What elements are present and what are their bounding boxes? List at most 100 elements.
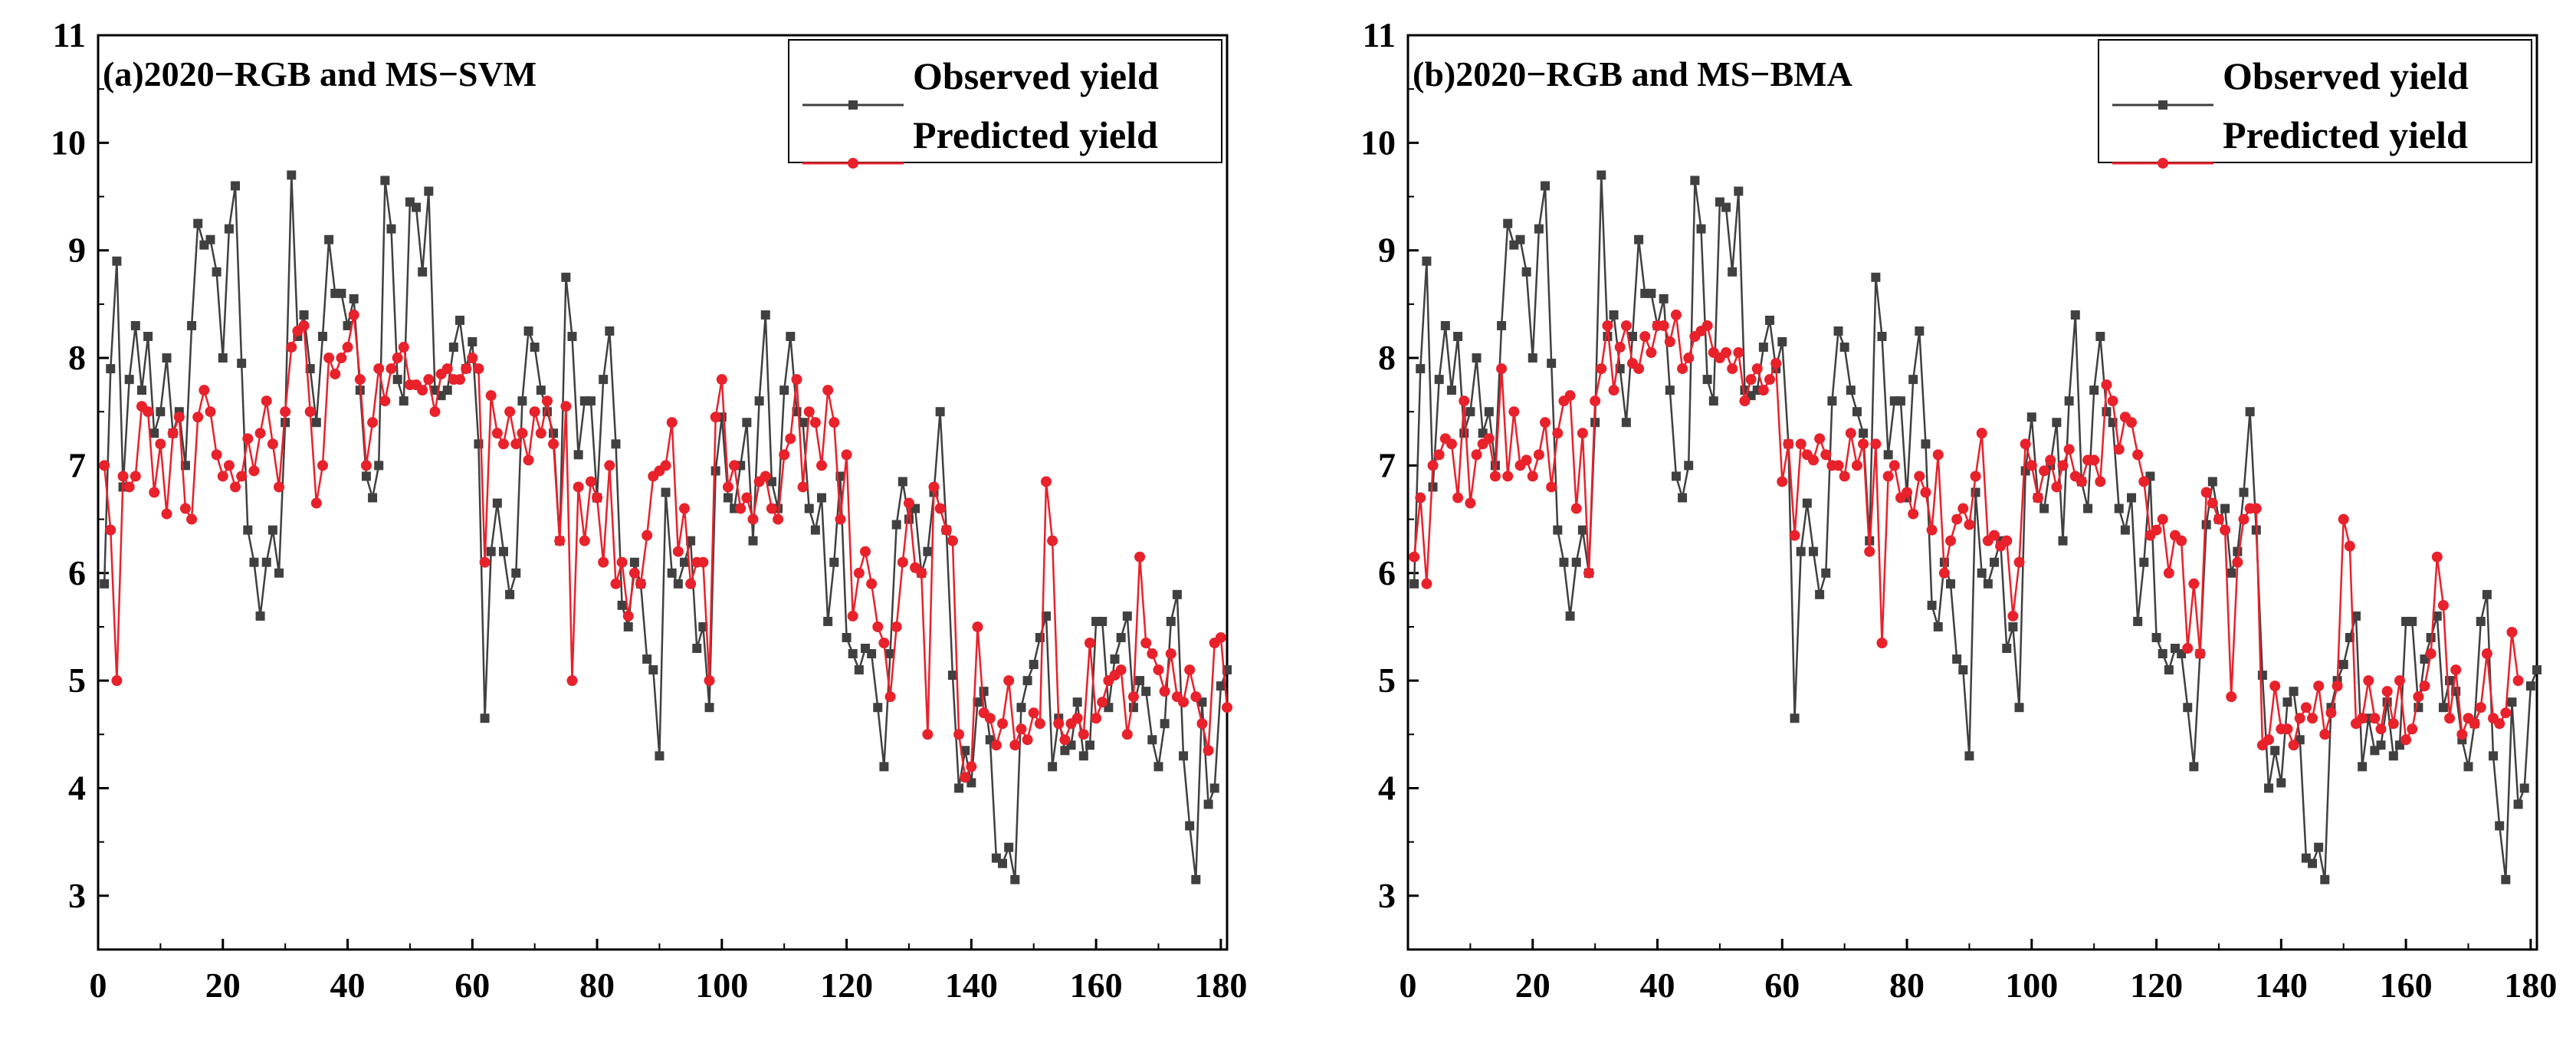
data-point-observed: [599, 375, 609, 385]
legend-label-observed-a: Observed yield: [913, 54, 1159, 97]
data-point-predicted: [1858, 438, 1869, 450]
data-point-observed: [686, 536, 696, 546]
data-point-observed: [511, 568, 521, 578]
x-tick-label: 40: [330, 966, 366, 1005]
data-point-observed: [218, 353, 228, 363]
data-point-predicted: [2163, 567, 2174, 579]
data-point-observed: [498, 546, 508, 556]
data-point-observed: [2320, 874, 2330, 884]
data-point-observed: [1690, 175, 1700, 185]
data-point-predicted: [1433, 449, 1445, 461]
data-point-predicted: [1489, 471, 1501, 482]
data-point-observed: [1022, 676, 1032, 686]
data-point-predicted: [1053, 718, 1065, 730]
x-tick-label: 160: [2380, 966, 2433, 1005]
data-point-predicted: [1508, 406, 1520, 418]
data-point-observed: [1010, 874, 1020, 884]
data-point-predicted: [803, 406, 815, 418]
data-point-predicted: [280, 406, 291, 418]
data-point-predicted: [336, 353, 347, 364]
data-point-observed: [1740, 385, 1750, 395]
data-point-observed: [623, 622, 633, 631]
data-point-observed: [492, 498, 502, 508]
data-point-observed: [2282, 697, 2292, 707]
data-point-observed: [2338, 660, 2348, 670]
data-point-observed: [885, 649, 895, 659]
data-point-observed: [897, 477, 907, 487]
data-point-observed: [873, 703, 883, 713]
data-point-predicted: [722, 481, 733, 493]
data-point-observed: [1179, 751, 1189, 761]
data-point-predicted: [2250, 503, 2262, 514]
data-point-predicted: [111, 675, 123, 687]
data-point-predicted: [1078, 729, 1089, 740]
data-point-observed: [1927, 600, 1937, 610]
data-point-predicted: [1022, 734, 1033, 746]
data-point-observed: [1646, 288, 1656, 298]
data-point-observed: [1846, 385, 1856, 395]
data-point-predicted: [859, 546, 871, 557]
data-point-predicted: [230, 481, 241, 493]
data-point-observed: [392, 375, 402, 385]
data-point-predicted: [2300, 702, 2312, 713]
data-point-observed: [1684, 461, 1694, 471]
data-point-predicted: [2263, 734, 2275, 746]
x-tick-label: 120: [2130, 966, 2183, 1005]
data-point-observed: [231, 181, 241, 191]
data-point-predicted: [554, 535, 566, 546]
data-point-predicted: [2200, 487, 2212, 498]
data-point-predicted: [1976, 428, 1987, 439]
data-point-predicted: [167, 428, 179, 439]
data-point-observed: [2239, 487, 2249, 497]
y-tick-label: 7: [68, 445, 86, 484]
data-point-observed: [848, 649, 858, 659]
data-point-observed: [205, 235, 215, 244]
data-point-observed: [2133, 616, 2143, 626]
data-point-predicted: [2332, 681, 2343, 692]
data-point-observed: [567, 331, 577, 341]
data-point-observed: [723, 493, 733, 503]
data-point-predicted: [2325, 707, 2337, 719]
y-tick-label: 5: [1378, 661, 1396, 700]
data-point-predicted: [1701, 320, 1713, 331]
data-point-predicted: [2051, 481, 2062, 493]
data-point-observed: [336, 288, 346, 298]
data-point-observed: [1808, 546, 1818, 556]
data-point-predicted: [966, 761, 977, 772]
legend-sample-predicted-b: [2112, 158, 2213, 169]
data-point-observed: [2501, 874, 2511, 884]
data-point-predicted: [2001, 535, 2013, 546]
data-point-predicted: [2500, 707, 2512, 719]
data-point-predicted: [2107, 395, 2118, 407]
data-point-predicted: [1757, 385, 1769, 396]
data-point-predicted: [1938, 567, 1950, 579]
data-point-observed: [2308, 858, 2318, 868]
data-point-predicted: [685, 578, 697, 589]
legend-label-predicted-b: Predicted yield: [2223, 113, 2468, 156]
data-point-predicted: [348, 309, 359, 320]
data-point-predicted: [1564, 390, 1576, 402]
data-point-observed: [1122, 611, 1132, 621]
data-point-predicted: [1184, 664, 1196, 676]
data-point-predicted: [710, 412, 721, 423]
data-point-observed: [935, 407, 945, 417]
data-point-predicted: [984, 713, 996, 724]
data-point-observed: [1216, 681, 1226, 691]
data-point-predicted: [398, 342, 409, 353]
data-point-observed: [1503, 218, 1513, 228]
data-point-observed: [1821, 568, 1831, 578]
data-point-observed: [2426, 632, 2436, 642]
series-observed: [1409, 170, 2542, 884]
data-point-observed: [2532, 665, 2542, 675]
data-point-observed: [2438, 703, 2448, 713]
data-point-predicted: [2057, 460, 2069, 471]
data-point-predicted: [2157, 513, 2168, 525]
y-tick-label: 8: [68, 338, 86, 377]
data-point-predicted: [1733, 347, 1744, 359]
x-tick-label: 20: [205, 966, 241, 1005]
data-point-predicted: [1633, 363, 1645, 375]
data-point-predicted: [2400, 734, 2412, 746]
data-point-predicted: [1783, 438, 1794, 450]
data-point-observed: [1141, 687, 1151, 697]
x-axis-b: 0 20 40 60 80 100 120 140 160 180: [1400, 939, 2557, 1005]
